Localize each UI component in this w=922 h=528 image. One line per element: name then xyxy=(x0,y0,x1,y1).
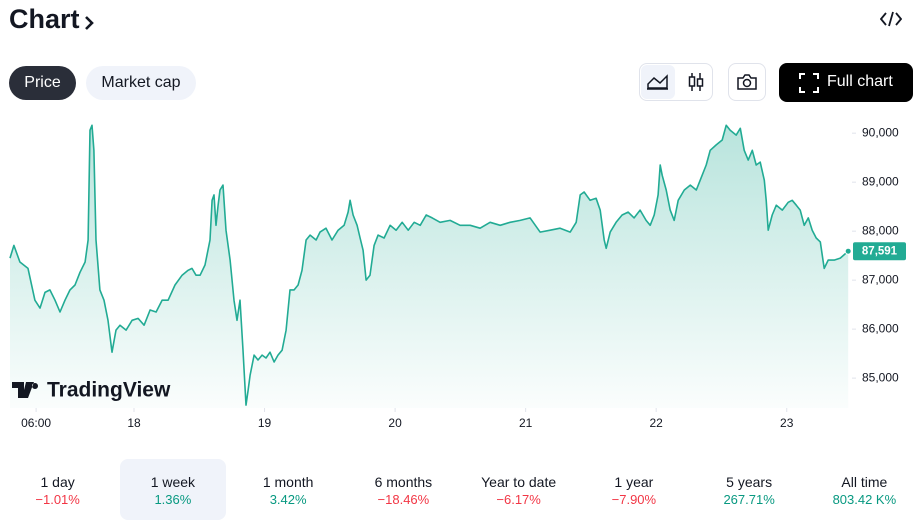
chart-style-toggle xyxy=(639,63,713,101)
chevron-icon[interactable] xyxy=(82,13,96,33)
period-change: −1.01% xyxy=(35,492,80,507)
y-tick-label: 86,000 xyxy=(862,321,899,335)
x-tick-label: 20 xyxy=(388,416,402,430)
period-button[interactable]: 6 months −18.46% xyxy=(350,459,456,520)
y-tick-label: 85,000 xyxy=(862,370,899,384)
period-label: All time xyxy=(841,474,888,490)
full-chart-label[interactable]: Full chart xyxy=(827,73,893,90)
period-bar: 1 day −1.01% 1 week 1.36% 1 month 3.42% 6 mont… xyxy=(0,458,922,522)
price-tag xyxy=(853,242,906,261)
period-label: Year to date xyxy=(481,474,557,490)
line xyxy=(9,124,849,406)
y-tick-label: 88,000 xyxy=(862,223,899,237)
chart: TradingView 85,000 86,000 87,000 88,000 89,0… xyxy=(9,124,906,430)
header-title[interactable]: Chart xyxy=(9,4,80,34)
x-tick-label: 21 xyxy=(519,416,533,430)
period-button[interactable]: 1 month 3.42% xyxy=(235,459,341,520)
x-tick-label: 18 xyxy=(127,416,141,430)
x-tick-label: 19 xyxy=(258,416,272,430)
period-button[interactable]: 1 week 1.36% xyxy=(119,459,226,520)
period-change: 3.42% xyxy=(269,492,307,507)
camera-icon xyxy=(737,74,757,90)
candle-icon[interactable] xyxy=(684,70,708,94)
y-tick-label: 90,000 xyxy=(862,125,899,139)
price-tag-label: 87,591 xyxy=(862,246,898,258)
area-icon xyxy=(647,74,668,90)
snapshot-button[interactable] xyxy=(728,63,766,101)
period-change: −18.46% xyxy=(377,492,430,507)
period-change: −7.90% xyxy=(611,492,657,507)
x-tick-label: 22 xyxy=(650,416,664,430)
period-change: −6.17% xyxy=(496,492,541,507)
period-label: 1 month xyxy=(262,474,314,490)
y-tick-label: 87,000 xyxy=(862,272,899,286)
market-cap-tab[interactable]: Market cap xyxy=(86,66,196,100)
period-label: 1 week xyxy=(150,474,196,490)
period-button[interactable]: 1 year −7.90% xyxy=(581,459,687,520)
watermark: TradingView xyxy=(47,379,171,402)
period-change: 1.36% xyxy=(154,492,192,507)
x-tick-label: 06:00 xyxy=(21,416,51,430)
period-button[interactable]: 1 day −1.01% xyxy=(5,459,111,520)
x-tick-label: 23 xyxy=(780,416,794,430)
period-button[interactable]: 5 years 267.71% xyxy=(696,459,802,520)
y-tick-label: 89,000 xyxy=(862,174,899,188)
period-label: 6 months xyxy=(374,474,433,490)
last-point xyxy=(844,247,852,255)
period-label: 1 year xyxy=(614,474,654,490)
full-chart-button[interactable] xyxy=(779,63,913,102)
price-tab[interactable]: Price xyxy=(9,66,76,100)
area xyxy=(10,125,849,409)
period-label: 1 day xyxy=(40,474,75,490)
expand-icon xyxy=(799,73,819,93)
period-button[interactable]: Year to date −6.17% xyxy=(466,459,572,520)
period-label: 5 years xyxy=(726,474,773,490)
period-button[interactable]: All time 803.42 K% xyxy=(811,459,917,520)
embed-icon[interactable] xyxy=(880,9,902,29)
period-change: 803.42 K% xyxy=(832,492,897,507)
period-change: 267.71% xyxy=(723,492,775,507)
tradingview-logo: TradingView xyxy=(12,379,171,402)
